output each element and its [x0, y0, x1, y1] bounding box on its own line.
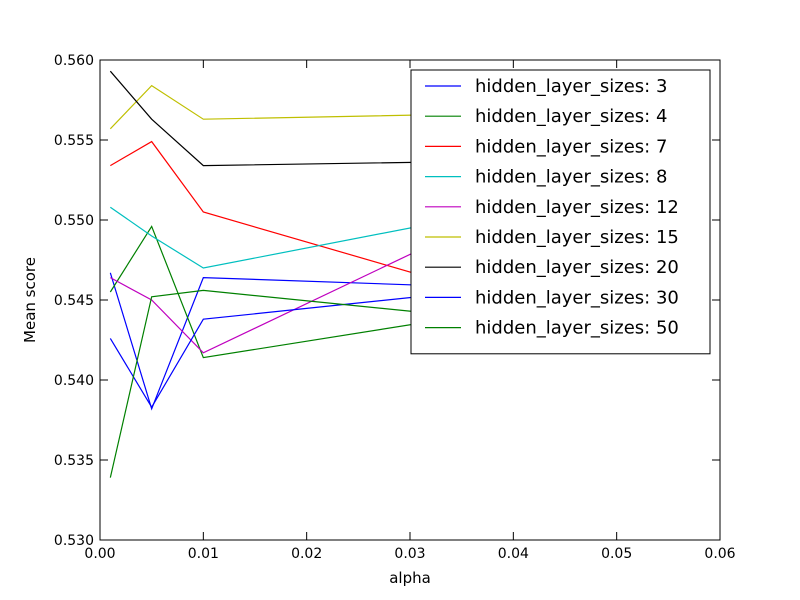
y-tick-label: 0.540 [54, 373, 94, 389]
x-tick-label: 0.02 [291, 546, 322, 562]
x-axis-label: alpha [389, 569, 431, 587]
legend-entry: hidden_layer_sizes: 50 [475, 318, 679, 339]
y-tick-label: 0.550 [54, 213, 94, 229]
legend-entry: hidden_layer_sizes: 20 [475, 257, 679, 278]
x-tick-label: 0.04 [498, 546, 529, 562]
legend-frame [410, 69, 711, 355]
y-axis-label: Mean score [21, 257, 39, 343]
y-tick-label: 0.530 [54, 533, 94, 549]
series-layer [109, 70, 617, 478]
x-tick-label: 0.01 [188, 546, 219, 562]
y-tick-label: 0.560 [54, 53, 94, 69]
series-line-5 [109, 84, 617, 130]
legend-entry: hidden_layer_sizes: 30 [475, 287, 679, 308]
y-tick-label: 0.535 [54, 453, 94, 469]
y-tick-label: 0.555 [54, 133, 94, 149]
legend-entry: hidden_layer_sizes: 8 [475, 167, 667, 188]
x-tick-label: 0.00 [84, 546, 115, 562]
series-line-3 [109, 187, 617, 269]
legend-entry: hidden_layer_sizes: 12 [475, 197, 679, 218]
legend: hidden_layer_sizes: 3 hidden_layer_sizes:… [410, 69, 711, 355]
series-line-1 [109, 225, 617, 359]
legend-entry: hidden_layer_sizes: 7 [475, 136, 667, 157]
y-tick-label: 0.545 [54, 293, 94, 309]
x-tick-label: 0.03 [394, 546, 425, 562]
legend-entry: hidden_layer_sizes: 15 [475, 227, 679, 248]
legend-entry: hidden_layer_sizes: 3 [475, 76, 667, 97]
series-line-0 [109, 272, 617, 411]
x-tick-label: 0.05 [601, 546, 632, 562]
series-line-4 [110, 155, 617, 354]
series-line-6 [109, 70, 617, 167]
series-line-8 [109, 289, 617, 478]
ticks-layer: 0.00 0.01 0.02 0.03 0.04 0.05 0.06 0.530 0.535 0.… [54, 53, 736, 562]
x-tick-label: 0.06 [704, 546, 735, 562]
series-line-2 [110, 140, 617, 333]
legend-entry: hidden_layer_sizes: 4 [475, 106, 667, 127]
series-line-7 [109, 275, 617, 409]
